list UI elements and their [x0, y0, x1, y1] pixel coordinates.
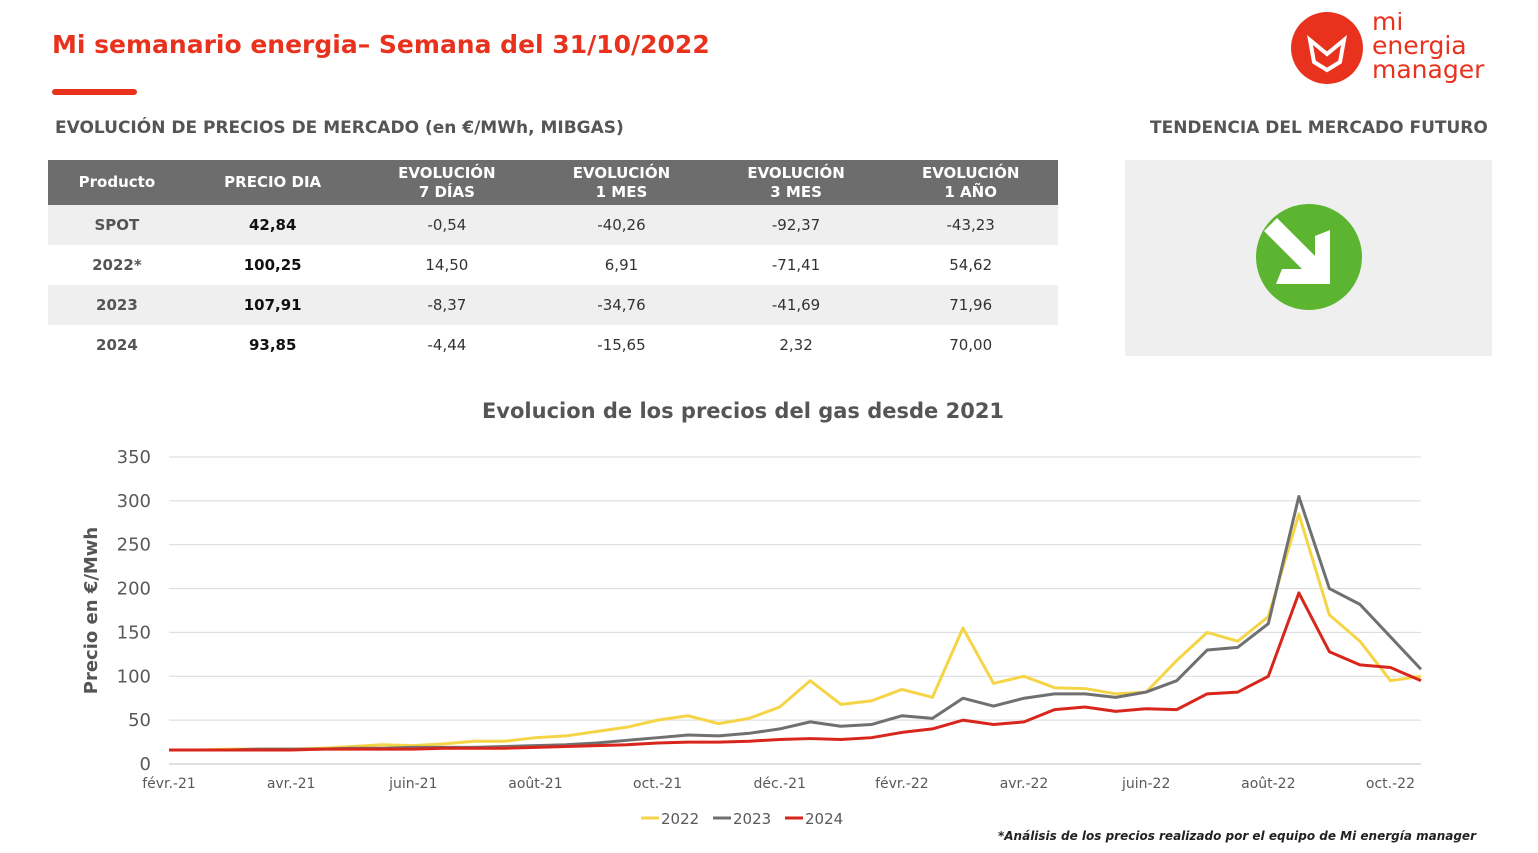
table-cell: -34,76: [534, 285, 709, 325]
y-tick-label: 0: [140, 754, 151, 775]
table-cell: 2,32: [779, 336, 813, 354]
y-tick-label: 100: [117, 666, 151, 687]
trend-icon: [1256, 204, 1362, 310]
table-cell: 6,91: [604, 256, 639, 274]
logo: mi energia manager: [1291, 12, 1485, 84]
table-cell: 2022*: [92, 256, 142, 274]
footnote: *Análisis de los precios realizado por e…: [997, 829, 1476, 843]
y-tick-label: 200: [117, 579, 151, 600]
series-line: [169, 591, 1422, 752]
y-tick-label: 250: [117, 535, 151, 556]
table-title: EVOLUCIÓN DE PRECIOS DE MERCADO (en €/MW…: [55, 118, 624, 138]
table-cell: -41,69: [708, 285, 884, 325]
table-cell: 2024: [96, 336, 138, 354]
column-header: Producto: [48, 160, 186, 205]
table-cell: 2023: [48, 285, 186, 325]
table-cell: SPOT: [48, 205, 186, 245]
chart-title: Evolucion de los precios del gas desde 2…: [482, 399, 1004, 423]
table-cell: -71,41: [771, 256, 821, 274]
table-cell: -0,54: [359, 205, 535, 245]
table-cell: -92,37: [708, 205, 884, 245]
table-cell: 70,00: [949, 336, 993, 354]
x-tick-label: août-22: [1241, 776, 1295, 792]
series-line: [169, 494, 1423, 752]
x-tick-label: févr.-22: [875, 776, 929, 792]
table-cell: -8,37: [359, 285, 535, 325]
title-underline: [52, 89, 137, 95]
x-tick-label: juin-22: [1121, 776, 1170, 792]
logo-text: mi: [1372, 12, 1403, 36]
trend-title: TENDENCIA DEL MERCADO FUTURO: [1150, 118, 1488, 138]
column-header: EVOLUCIÓN 3 MES: [708, 160, 884, 205]
table-cell: -4,44: [427, 336, 467, 354]
table-row: 2022* 100,25 14,50 6,91 -71,41 54,62: [48, 245, 1058, 285]
y-tick-label: 300: [117, 491, 151, 512]
trend-arrow: [1264, 218, 1330, 284]
table-cell: 107,91: [185, 285, 360, 325]
x-tick-label: août-21: [508, 776, 562, 792]
column-header: EVOLUCIÓN 1 MES: [534, 160, 709, 205]
logo-circle: [1291, 12, 1363, 84]
table-row: SPOT 42,84 -0,54 -40,26 -92,37 -43,23: [48, 205, 1058, 245]
price-table: Producto PRECIO DIA EVOLUCIÓN 7 DÍAS EVOLUC…: [48, 160, 1058, 365]
table-cell: 71,96: [883, 285, 1058, 325]
table-cell: -43,23: [883, 205, 1058, 245]
table-cell: 42,84: [185, 205, 360, 245]
x-tick-label: oct.-22: [1366, 776, 1415, 792]
logo-text: manager: [1372, 55, 1485, 84]
table-cell: 14,50: [425, 256, 469, 274]
x-tick-label: déc.-21: [753, 776, 806, 792]
column-header: PRECIO DIA: [185, 160, 360, 205]
legend-label: 2023: [733, 810, 771, 828]
y-tick-label: 350: [117, 447, 151, 468]
table-cell: 93,85: [248, 336, 297, 354]
x-tick-label: avr.-22: [1000, 776, 1049, 792]
x-tick-label: juin-21: [388, 776, 437, 792]
table-cell: 100,25: [243, 256, 302, 274]
table-row: 2024 93,85 -4,44 -15,65 2,32 70,00: [48, 325, 1058, 365]
logo-icon: [1307, 34, 1347, 73]
page-title: Mi semanario energia– Semana del 31/10/2…: [52, 30, 710, 59]
x-tick-label: avr.-21: [267, 776, 316, 792]
y-tick-label: 150: [117, 622, 151, 643]
legend-label: 2022: [661, 810, 699, 828]
y-axis-label: Precio en €/Mwh: [81, 527, 102, 695]
logo-text: energia: [1372, 31, 1467, 60]
trend-box: [1125, 160, 1492, 356]
table-cell: -15,65: [597, 336, 646, 354]
series-line: [169, 512, 1422, 752]
table-cell: -40,26: [534, 205, 709, 245]
column-header: EVOLUCIÓN 1 AÑO: [883, 160, 1058, 205]
table-row: 2023 107,91 -8,37 -34,76 -41,69 71,96: [48, 285, 1058, 325]
table-cell: 54,62: [949, 256, 993, 274]
legend-label: 2024: [805, 810, 843, 828]
chart: Evolucion de los precios del gas desde 2…: [81, 399, 1423, 828]
y-tick-label: 50: [128, 710, 151, 731]
column-header: EVOLUCIÓN 7 DÍAS: [359, 160, 535, 205]
x-tick-label: févr.-21: [142, 776, 196, 792]
x-tick-label: oct.-21: [633, 776, 682, 792]
